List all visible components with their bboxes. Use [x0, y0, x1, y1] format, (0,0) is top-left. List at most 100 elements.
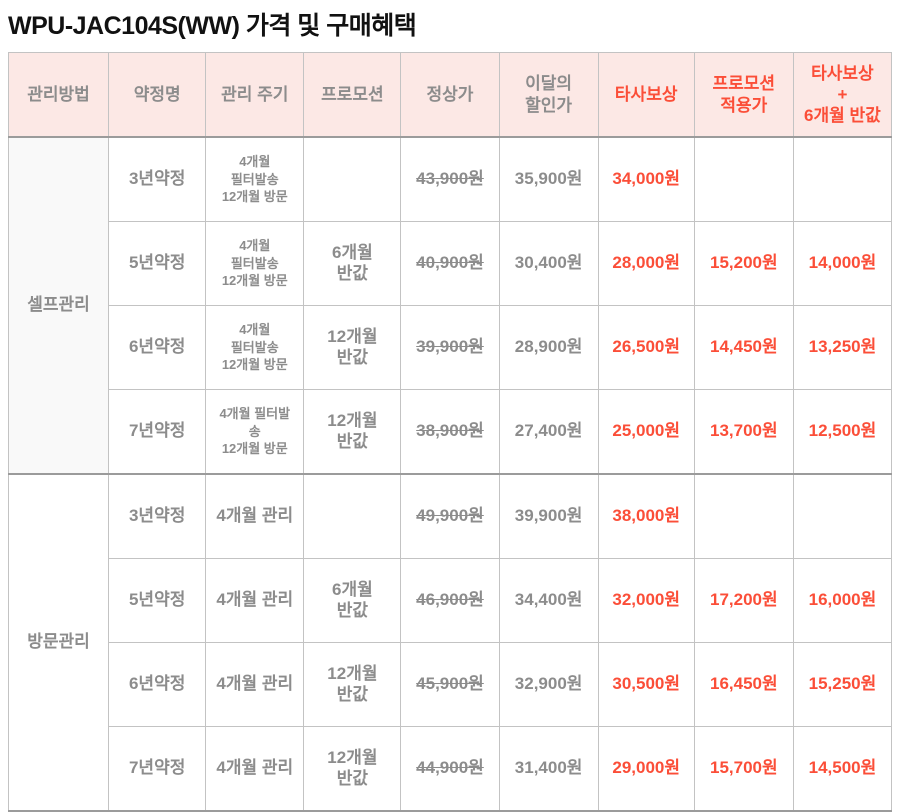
competitor-reward-cell-value: 38,000원 [612, 506, 681, 526]
reward-plus-half-cell-value: 14,500원 [808, 758, 877, 778]
reward-plus-half-cell: 12,500원 [792, 389, 893, 475]
management-cycle-cell-value: 4개월 필터발송 12개월 방문 [221, 322, 288, 373]
contract-name-cell-value: 6년약정 [128, 337, 186, 357]
management-cycle-cell-value: 4개월 관리 [216, 674, 294, 694]
competitor-reward-cell: 26,500원 [597, 305, 695, 390]
competitor-reward-cell: 28,000원 [597, 221, 695, 306]
contract-name-cell-value: 5년약정 [128, 590, 186, 610]
normal-price-cell-value: 49,900원 [416, 506, 484, 526]
contract-name-cell-value: 3년약정 [128, 169, 186, 189]
monthly-discount-cell-value: 34,400원 [514, 590, 583, 610]
contract-name-cell: 5년약정 [108, 221, 207, 306]
contract-name-cell-value: 5년약정 [128, 253, 186, 273]
table-row: 5년약정 4개월 관리 6개월 반값 46,900원 34,400원 32,000원 17,… [9, 558, 893, 643]
promo-applied-price-cell-value: 15,200원 [709, 253, 778, 273]
monthly-discount-cell-value: 30,400원 [514, 253, 583, 273]
competitor-reward-cell: 25,000원 [597, 389, 695, 475]
monthly-discount-cell: 35,900원 [498, 136, 599, 222]
table-row: 5년약정 4개월 필터발송 12개월 방문 6개월 반값 40,900원 30,400원… [9, 221, 893, 306]
table-row: 방문관리 3년약정 4개월 관리 49,900원 39,900원 38,000원 [7, 473, 893, 812]
competitor-reward-cell: 32,000원 [597, 558, 695, 643]
competitor-reward-cell: 38,000원 [597, 473, 695, 559]
column-header: 약정명 [108, 52, 207, 138]
promotion-cell-value: 6개월 반값 [332, 243, 373, 283]
promo-applied-price-cell: 17,200원 [693, 558, 794, 643]
competitor-reward-cell-value: 32,000원 [612, 590, 681, 610]
normal-price-cell: 39,900원 [400, 305, 500, 390]
reward-plus-half-cell: 16,000원 [792, 558, 893, 643]
management-cycle-cell-value: 4개월 필터발송 12개월 방문 [221, 238, 288, 289]
column-header: 타사보상 + 6개월 반값 [792, 52, 893, 138]
competitor-reward-cell-value: 25,000원 [612, 421, 681, 441]
table-row: 6년약정 4개월 필터발송 12개월 방문 12개월 반값 39,900원 28,900… [9, 305, 893, 390]
promotion-cell-value: 12개월 반값 [327, 664, 378, 704]
management-cycle-cell: 4개월 관리 [205, 558, 305, 643]
promotion-cell: 6개월 반값 [303, 558, 402, 643]
promo-applied-price-cell [693, 473, 794, 559]
reward-plus-half-cell-value: 14,000원 [808, 253, 877, 273]
normal-price-cell: 49,900원 [400, 473, 500, 559]
monthly-discount-cell-value: 31,400원 [514, 758, 583, 778]
promotion-cell: 12개월 반값 [303, 726, 402, 812]
contract-name-cell-value: 3년약정 [128, 506, 186, 526]
monthly-discount-cell-value: 39,900원 [514, 506, 583, 526]
normal-price-cell: 43,900원 [400, 136, 500, 222]
table-row: 7년약정 4개월 관리 12개월 반값 44,900원 31,400원 29,000원 15… [9, 726, 893, 812]
promo-applied-price-cell: 13,700원 [693, 389, 794, 475]
management-cycle-cell: 4개월 필터발 송 12개월 방문 [205, 389, 305, 475]
competitor-reward-cell-value: 26,500원 [612, 337, 681, 357]
reward-plus-half-cell: 14,000원 [792, 221, 893, 306]
contract-name-cell-value: 7년약정 [128, 758, 186, 778]
promotion-cell-value: 6개월 반값 [332, 580, 373, 620]
monthly-discount-cell-value: 35,900원 [514, 169, 583, 189]
normal-price-cell-value: 39,900원 [416, 337, 484, 357]
management-cycle-cell-value: 4개월 관리 [216, 590, 294, 610]
normal-price-cell-value: 45,900원 [416, 674, 484, 694]
management-cycle-cell-value: 4개월 필터발 송 12개월 방문 [219, 406, 291, 457]
reward-plus-half-cell [792, 473, 893, 559]
normal-price-cell-value: 43,900원 [416, 169, 484, 189]
monthly-discount-cell: 31,400원 [498, 726, 599, 812]
normal-price-cell-value: 46,900원 [416, 590, 484, 610]
column-header: 이달의 할인가 [498, 52, 599, 138]
reward-plus-half-cell-value: 15,250원 [808, 674, 877, 694]
competitor-reward-cell-value: 30,500원 [612, 674, 681, 694]
promo-applied-price-cell [693, 136, 794, 222]
contract-name-cell-value: 6년약정 [128, 674, 186, 694]
promo-applied-price-cell-value: 15,700원 [709, 758, 778, 778]
contract-name-cell: 3년약정 [108, 136, 207, 222]
reward-plus-half-cell [792, 136, 893, 222]
promo-applied-price-cell-value: 14,450원 [709, 337, 778, 357]
promotion-cell [303, 136, 402, 222]
reward-plus-half-cell-value: 13,250원 [808, 337, 877, 357]
promotion-cell: 12개월 반값 [303, 389, 402, 475]
management-cycle-cell: 4개월 관리 [205, 473, 305, 559]
competitor-reward-cell: 34,000원 [597, 136, 695, 222]
price-table: 관리방법 약정명 관리 주기 프로모션 정상가 이달의 할인가 타사보상 프로모션 적용가 타사… [7, 52, 893, 812]
normal-price-cell-value: 38,900원 [416, 421, 484, 441]
normal-price-cell: 45,900원 [400, 642, 500, 727]
normal-price-cell-value: 40,900원 [416, 253, 484, 273]
reward-plus-half-cell-value: 12,500원 [808, 421, 877, 441]
normal-price-cell: 40,900원 [400, 221, 500, 306]
column-header: 정상가 [400, 52, 500, 138]
competitor-reward-cell-value: 34,000원 [612, 169, 681, 189]
contract-name-cell-value: 7년약정 [128, 421, 186, 441]
promotion-cell-value: 12개월 반값 [327, 327, 378, 367]
reward-plus-half-cell: 15,250원 [792, 642, 893, 727]
table-row: 6년약정 4개월 관리 12개월 반값 45,900원 32,900원 30,500원 16… [9, 642, 893, 727]
promotion-cell: 12개월 반값 [303, 642, 402, 727]
management-cycle-cell: 4개월 필터발송 12개월 방문 [205, 136, 305, 222]
promo-applied-price-cell: 15,200원 [693, 221, 794, 306]
table-row: 셀프관리 3년약정 4개월 필터발송 12개월 방문 43,900원 35,900원 34… [7, 136, 893, 475]
management-cycle-cell: 4개월 필터발송 12개월 방문 [205, 221, 305, 306]
management-method-cell: 셀프관리 [7, 136, 110, 475]
monthly-discount-cell: 28,900원 [498, 305, 599, 390]
management-cycle-cell-value: 4개월 관리 [216, 506, 294, 526]
promotion-cell [303, 473, 402, 559]
page-title: WPU-JAC104S(WW) 가격 및 구매혜택 [8, 12, 417, 40]
contract-name-cell: 5년약정 [108, 558, 207, 643]
normal-price-cell-value: 44,900원 [416, 758, 484, 778]
competitor-reward-cell-value: 28,000원 [612, 253, 681, 273]
monthly-discount-cell-value: 28,900원 [514, 337, 583, 357]
